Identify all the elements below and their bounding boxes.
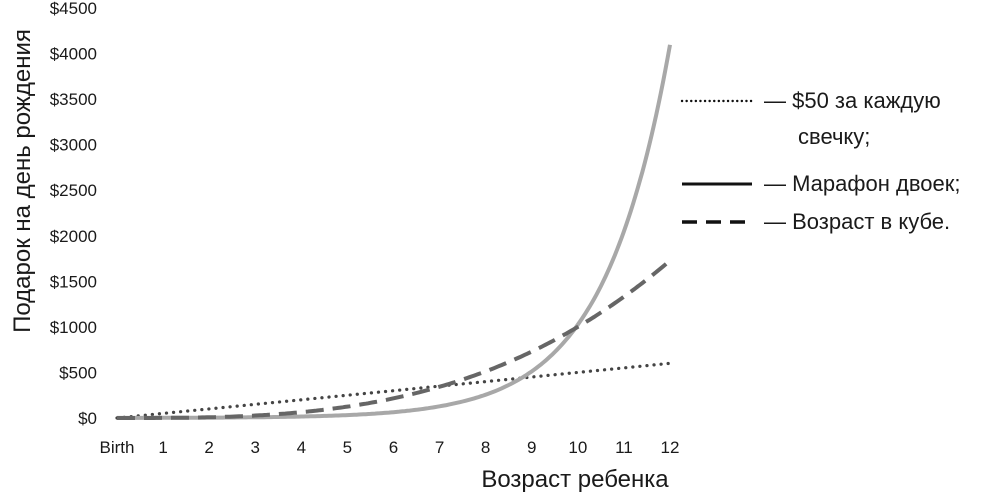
x-tick-label: 8 bbox=[481, 438, 490, 457]
x-axis-label: Возраст ребенка bbox=[481, 466, 669, 493]
legend-label-1: свечку; bbox=[798, 124, 870, 149]
series-line-3 bbox=[117, 259, 672, 420]
y-tick-label: $1000 bbox=[50, 318, 97, 337]
y-axis-title: Подарок на день рождения bbox=[9, 29, 36, 333]
y-tick-label: $2500 bbox=[50, 181, 97, 200]
legend-label-3: — Возраст в кубе. bbox=[764, 209, 950, 234]
legend: — $50 за каждую свечку; — Марафон двоек; — … bbox=[680, 88, 960, 234]
x-tick-label: 2 bbox=[204, 438, 213, 457]
x-ticks: Birth 1 2 3 4 5 6 7 8 9 10 11 12 bbox=[100, 438, 680, 457]
x-tick-label: 1 bbox=[158, 438, 167, 457]
x-tick-label: 11 bbox=[615, 438, 633, 457]
x-tick-label: 9 bbox=[527, 438, 536, 457]
legend-label-2: — Марафон двоек; bbox=[764, 171, 960, 196]
legend-label-1: — $50 за каждую bbox=[764, 88, 941, 113]
series-layer bbox=[115, 44, 672, 420]
y-tick-label: $3000 bbox=[50, 136, 97, 155]
y-ticks: $0 $500 $1000 $1500 $2000 $2500 $3000 $3500 $400… bbox=[50, 0, 97, 428]
x-tick-label: 5 bbox=[343, 438, 352, 457]
y-tick-label: $1500 bbox=[50, 272, 97, 291]
x-tick-label: 6 bbox=[389, 438, 398, 457]
series-line-1 bbox=[115, 361, 672, 420]
y-axis-label: Подарок на день рождения bbox=[9, 29, 36, 333]
x-tick-label: 10 bbox=[568, 438, 587, 457]
y-tick-label: $0 bbox=[78, 409, 97, 428]
y-tick-label: $4500 bbox=[50, 0, 97, 18]
y-tick-label: $4000 bbox=[50, 45, 97, 64]
x-tick-label: 4 bbox=[297, 438, 306, 457]
y-tick-label: $500 bbox=[59, 363, 97, 382]
series-line-2 bbox=[117, 44, 672, 420]
y-tick-label: $3500 bbox=[50, 90, 97, 109]
y-tick-label: $2000 bbox=[50, 227, 97, 246]
x-tick-label: 7 bbox=[435, 438, 444, 457]
x-tick-label: 12 bbox=[661, 438, 680, 457]
x-tick-label: Birth bbox=[100, 438, 135, 457]
x-tick-label: 3 bbox=[251, 438, 260, 457]
